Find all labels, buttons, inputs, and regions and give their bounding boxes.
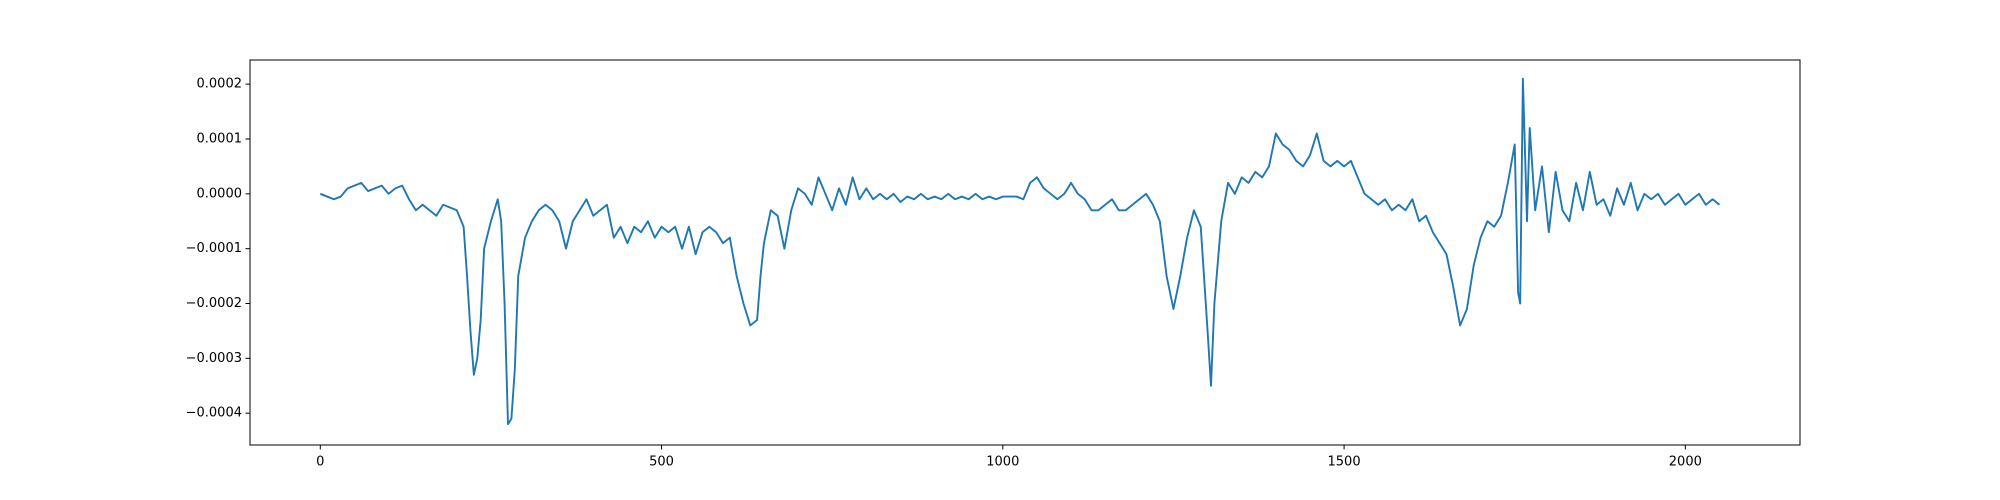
y-tick-label: −0.0003 xyxy=(186,351,242,366)
x-tick-label: 2000 xyxy=(1669,455,1702,470)
plot-frame xyxy=(249,59,1801,446)
y-tick-label: 0.0000 xyxy=(197,186,243,201)
data-line xyxy=(319,77,1721,426)
x-tick-label: 0 xyxy=(316,455,324,470)
x-tick-label: 1000 xyxy=(986,455,1019,470)
x-tick-label: 500 xyxy=(649,455,674,470)
y-tick-label: −0.0004 xyxy=(186,406,242,421)
y-tick-label: −0.0002 xyxy=(186,296,242,311)
y-tick-label: −0.0001 xyxy=(186,241,242,256)
y-tick-label: 0.0001 xyxy=(197,131,243,146)
x-tick-label: 1500 xyxy=(1328,455,1361,470)
y-tick-label: 0.0002 xyxy=(197,77,243,92)
